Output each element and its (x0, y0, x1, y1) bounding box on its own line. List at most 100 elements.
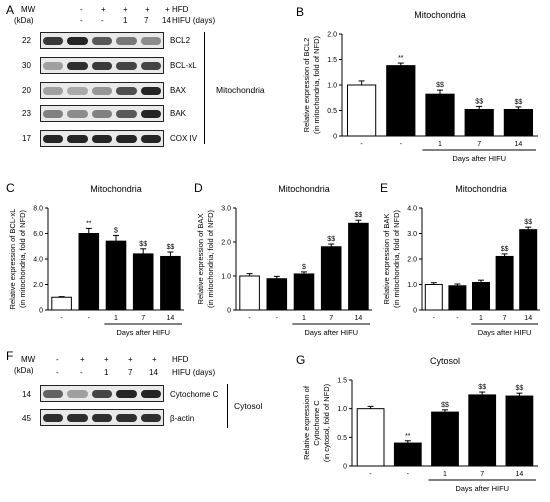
blot-f-kda-label: (kDa) (14, 366, 34, 375)
blot-a-hifu-mark: 14 (162, 16, 171, 25)
blot-band (116, 135, 137, 143)
y-tick-label: 0.5 (327, 108, 337, 115)
y-axis-label: (in cytosol, fold of NFD) (322, 383, 331, 462)
y-tick-label: 0 (413, 308, 417, 315)
blot-band (116, 414, 137, 422)
blot-a-hfd-label: HFD (172, 5, 189, 14)
significance-marker: ** (86, 220, 92, 227)
blot-a-band-row (40, 57, 164, 74)
bar (160, 255, 181, 311)
blot-a-protein-label: BCL2 (170, 36, 191, 45)
blot-f-hfd-label: HFD (172, 355, 189, 364)
blot-f-protein-label: β-actin (170, 414, 195, 423)
bar (105, 240, 127, 311)
x-tick-label: - (276, 315, 279, 322)
blot-f-hifu-mark: 14 (149, 368, 158, 377)
blot-f-hfd-mark: - (56, 355, 59, 364)
y-tick-label: 1.0 (327, 83, 337, 90)
x-tick-label: 14 (355, 315, 363, 322)
chart-title: Mitochondria (278, 184, 330, 194)
y-tick-label: 3.0 (221, 206, 231, 213)
blot-band (91, 110, 113, 118)
blot-f-mw-value: 45 (22, 414, 31, 423)
y-tick-label: 0 (39, 308, 43, 315)
chart-title: Cytosol (430, 356, 460, 366)
y-axis-label: Relative expression of BCL-xL (8, 209, 17, 310)
significance-marker: $$ (436, 82, 444, 89)
blot-band (43, 87, 64, 95)
blot-band (67, 135, 88, 143)
blot-band (91, 62, 113, 70)
blot-band (91, 37, 113, 45)
blot-a-band-row (40, 130, 164, 147)
blot-band (116, 62, 137, 70)
panel-label-d: D (194, 181, 203, 195)
bar (468, 394, 497, 467)
blot-a-hfd-mark: + (101, 5, 106, 14)
x-tick-label: 1 (479, 315, 483, 322)
significance-marker: $$ (327, 236, 335, 243)
blot-band (91, 87, 113, 95)
blot-band (67, 87, 88, 95)
blot-f-mw-value: 14 (22, 390, 31, 399)
bar (266, 278, 288, 311)
x-tick-label: - (369, 471, 372, 478)
panel-label-f: F (6, 349, 14, 363)
y-tick-label: 2.0 (221, 240, 231, 247)
blot-a-kda-label: (kDa) (14, 16, 34, 25)
blot-f-hifu-mark: 1 (104, 368, 109, 377)
y-axis-label: Relative expression of BAK (382, 214, 391, 305)
bar-chart-bcl2: Mitochondria Relative expression of BCL2(… (302, 10, 538, 163)
blot-f-hifu-label: HIFU (days) (172, 368, 216, 377)
blot-a-compartment: Mitochondria (216, 85, 265, 95)
bar (472, 281, 490, 311)
blot-band (140, 414, 161, 422)
significance-marker: ** (398, 55, 404, 62)
blot-a-hifu-label: HIFU (days) (172, 16, 216, 25)
blot-band (67, 62, 88, 70)
blot-a-hfd-mark: + (123, 5, 128, 14)
y-tick-label: 0 (333, 134, 337, 141)
x-tick-label: 1 (114, 315, 118, 322)
blot-a-hfd-mark: + (145, 5, 150, 14)
significance-marker: $$ (478, 384, 486, 391)
bar (495, 255, 514, 311)
y-tick-label: 6.0 (33, 231, 43, 238)
bar-chart-bak: Mitochondria Relative expression of BAK (i… (382, 184, 540, 337)
y-tick-label: 3.0 (407, 231, 417, 238)
y-tick-label: 4.0 (33, 257, 43, 264)
blot-band (67, 414, 88, 422)
panel-label-g: G (296, 353, 306, 367)
bar (386, 65, 416, 137)
x-tick-label: 7 (503, 315, 507, 322)
x-tick-label: - (60, 315, 63, 322)
significance-marker: $$ (516, 385, 524, 392)
x-tick-label: 1 (438, 141, 442, 148)
blot-band (116, 37, 137, 45)
bar (424, 284, 443, 311)
blot-band (43, 135, 64, 143)
blot-band (116, 390, 137, 398)
significance-marker: $$ (139, 241, 147, 248)
y-tick-label: 4.0 (407, 206, 417, 213)
bar (51, 296, 72, 311)
x-tick-label: - (400, 141, 403, 148)
blot-band (140, 62, 161, 70)
blot-a-protein-label: BCL-xL (170, 61, 197, 70)
significance-marker: $$ (167, 244, 175, 251)
bar (393, 442, 422, 467)
x-tick-label: 1 (443, 471, 447, 478)
chart-title: Mitochondria (455, 184, 507, 194)
blot-f-hfd-mark: + (80, 355, 85, 364)
blot-f-hfd-mark: + (104, 355, 109, 364)
x-tick-label: 7 (141, 315, 145, 322)
y-tick-label: 1.0 (337, 406, 347, 413)
blot-band (43, 414, 64, 422)
y-tick-label: 1.5 (327, 57, 337, 64)
bar (503, 108, 534, 137)
y-tick-label: 0 (227, 308, 231, 315)
panel-label-c: C (6, 181, 15, 195)
bar (431, 411, 459, 467)
blot-a-bracket (204, 32, 205, 144)
y-tick-label: 1.0 (221, 274, 231, 281)
